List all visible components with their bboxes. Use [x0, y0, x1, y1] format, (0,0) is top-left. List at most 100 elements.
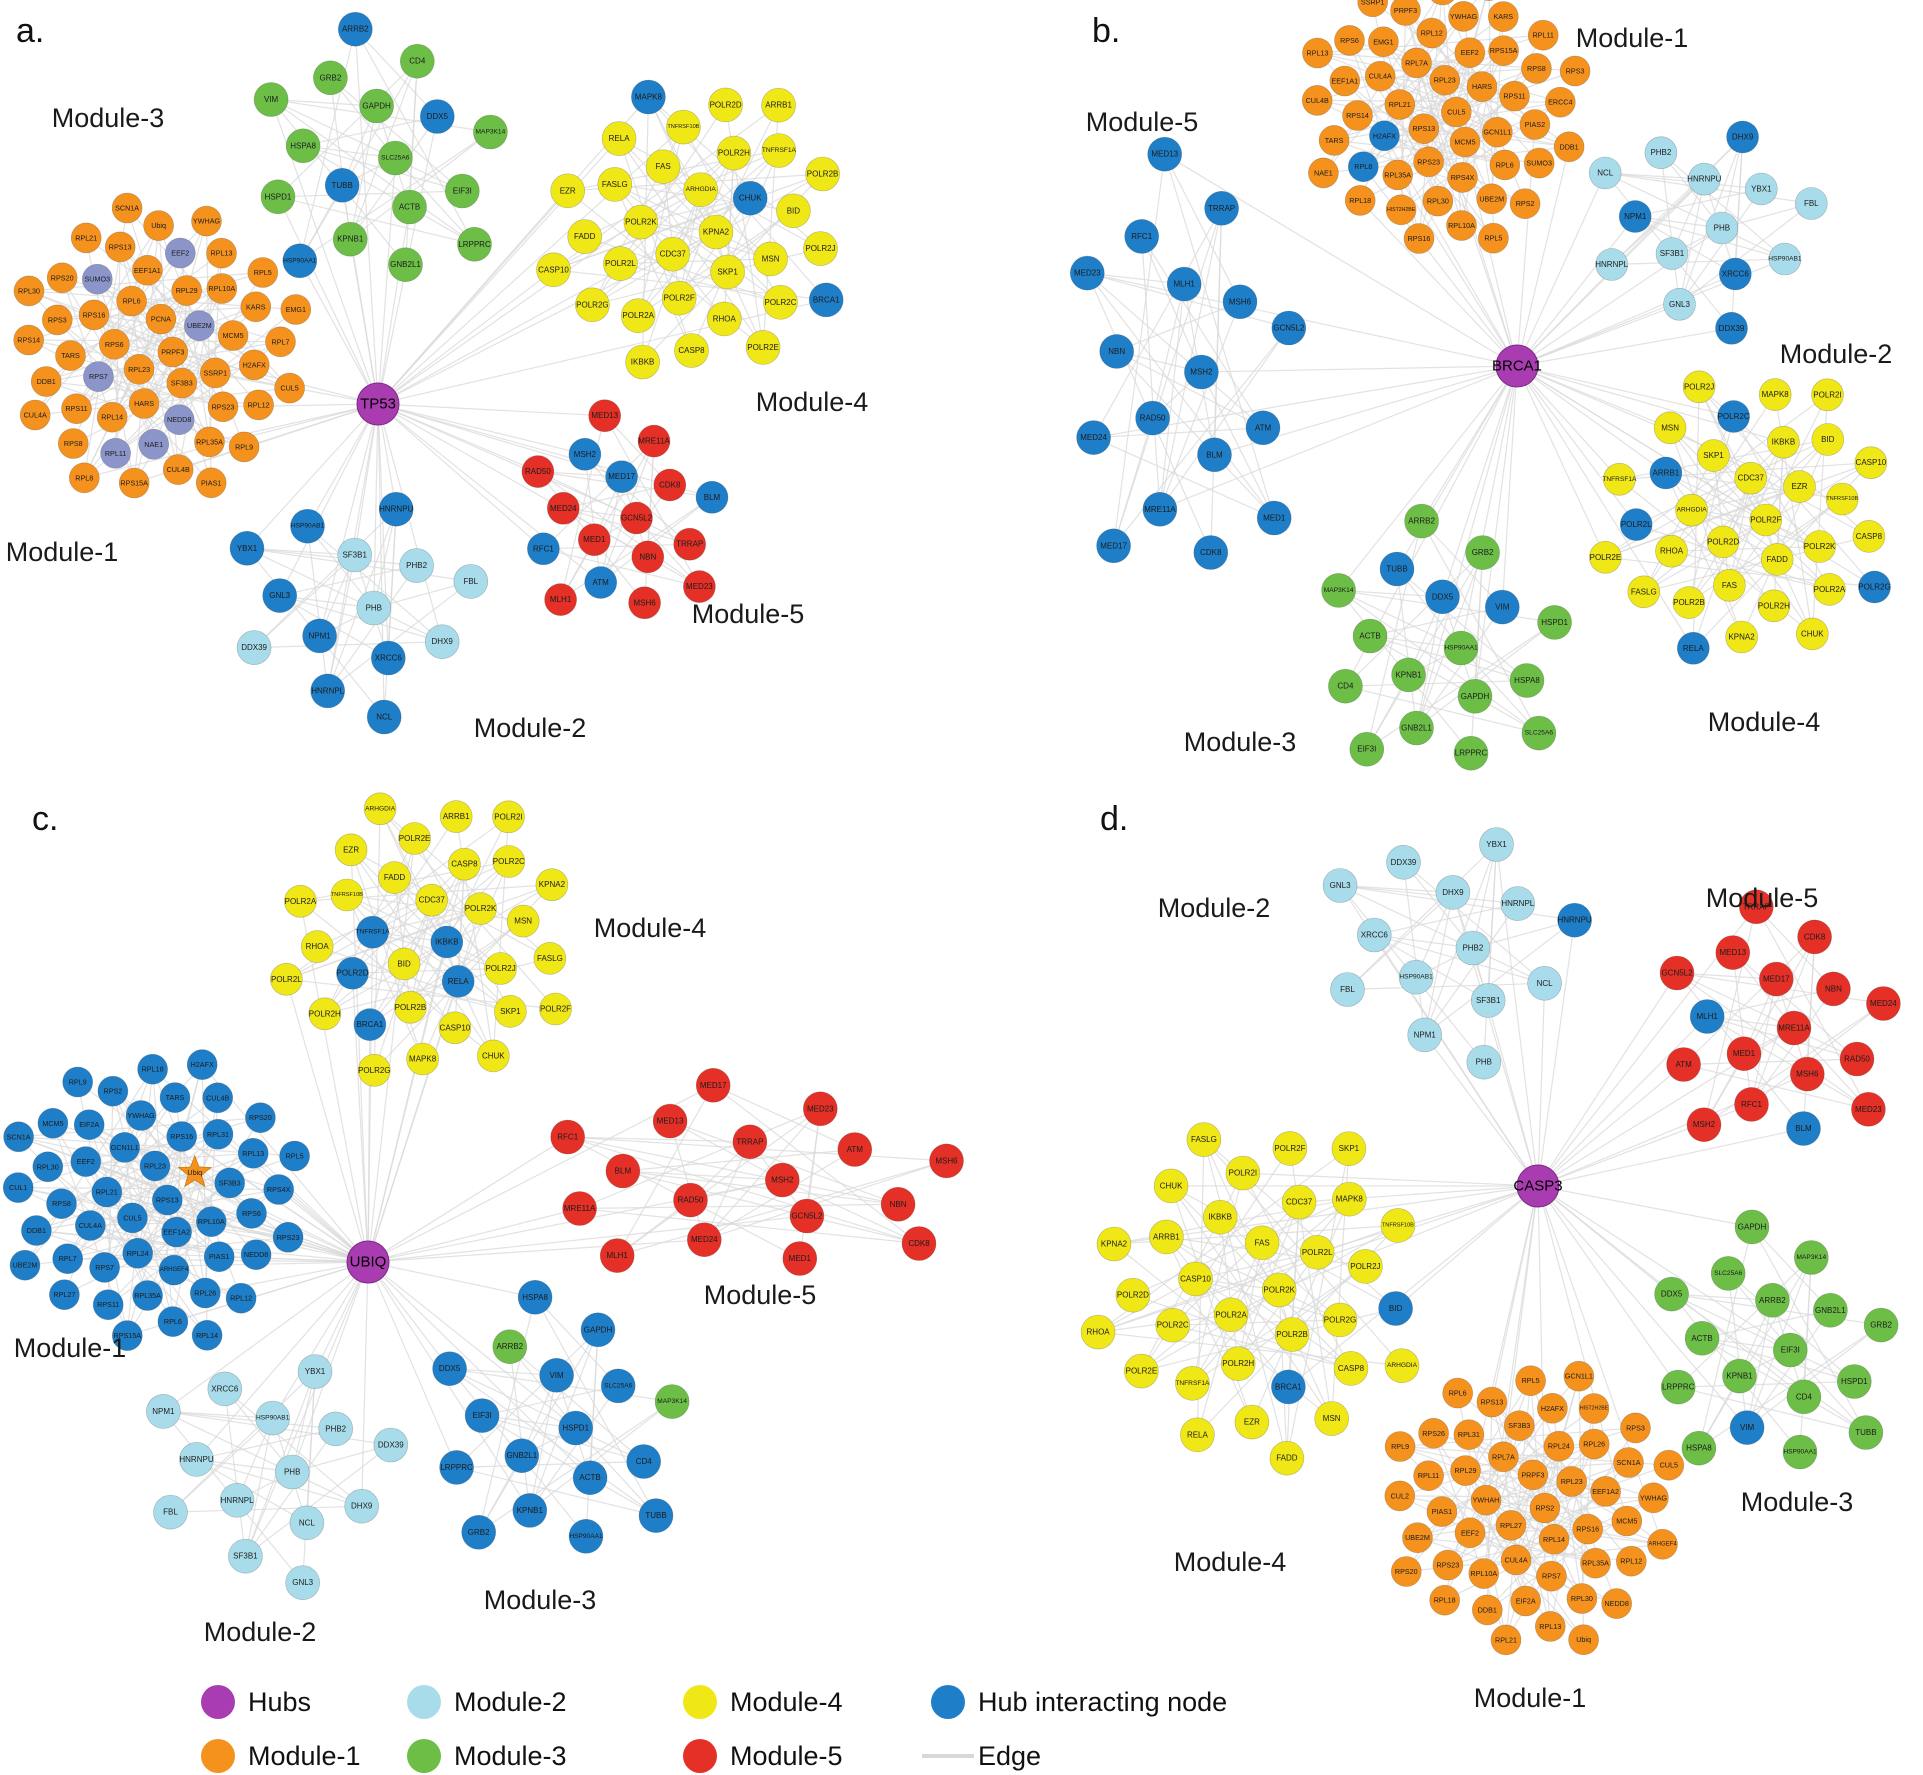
node-rpl23	[1556, 1466, 1587, 1497]
node-label: ATM	[593, 578, 610, 587]
node-label: FADD	[574, 232, 596, 241]
node-arrb2	[492, 1329, 528, 1364]
node-label: HSP90AA1	[1783, 1449, 1817, 1456]
node-label: CASP10	[1856, 458, 1887, 467]
node-label: POLR2C	[1157, 1321, 1189, 1330]
node-label: XRCC6	[211, 1384, 239, 1393]
node-label: CUL1	[9, 1183, 27, 1192]
node-label: EZR	[1792, 482, 1808, 491]
node-eef1a2	[1590, 1476, 1621, 1507]
node-label: RPL9	[1391, 1442, 1409, 1451]
legend-label: Hub interacting node	[978, 1687, 1227, 1717]
node-prpf3	[157, 336, 189, 368]
node-label: POLR2H	[309, 1009, 341, 1018]
node-rps20	[1391, 1556, 1422, 1587]
node-label: HSP90AB1	[1399, 974, 1433, 981]
node-trrap	[673, 527, 707, 561]
node-label: MAPK8	[635, 93, 663, 102]
node-mlh1	[599, 1238, 635, 1273]
node-phb	[1705, 211, 1739, 245]
node-rps26	[1418, 1418, 1449, 1449]
node-rpl21	[1384, 89, 1416, 120]
node-label: GNB2L1	[1401, 724, 1432, 733]
node-med24	[1076, 420, 1111, 455]
node-rela	[601, 121, 637, 156]
node-rpl18	[1429, 1584, 1460, 1616]
node-eif2a	[73, 1109, 105, 1140]
node-label: LRPPRC	[1455, 749, 1488, 758]
node-actb	[1352, 618, 1388, 654]
module-label: Module-3	[1741, 1487, 1854, 1517]
node-label: CDC37	[1738, 474, 1765, 483]
node-rps8	[58, 428, 89, 459]
node-label: EIF3I	[473, 1411, 492, 1420]
node-ube2m	[1476, 183, 1507, 215]
node-polr2h	[1757, 589, 1791, 623]
node-rps14	[1342, 100, 1373, 131]
node-dhx9	[1435, 875, 1471, 910]
node-label: HARS	[134, 399, 154, 408]
node-label: XRCC6	[1361, 931, 1389, 940]
node-polr2j	[1348, 1249, 1383, 1284]
node-label: RPL21	[75, 233, 97, 242]
node-label: POLR2J	[805, 244, 835, 253]
node-sf3b3	[166, 367, 198, 399]
node-label: FASLG	[537, 954, 563, 963]
node-label: HSPA8	[522, 1293, 548, 1302]
node-hnrnpl	[1500, 886, 1536, 921]
node-label: CDK8	[1200, 548, 1222, 557]
node-label: CASP8	[678, 346, 705, 355]
node-label: ACTB	[579, 1473, 600, 1482]
node-label: RPL14	[101, 413, 123, 422]
node-fas	[645, 149, 681, 184]
node-nae1	[1308, 157, 1339, 189]
node-xrcc6	[1719, 257, 1752, 291]
node-label: RPL23	[1561, 1477, 1583, 1486]
node-slc25a6	[1521, 715, 1557, 751]
node-casp10	[1854, 446, 1888, 480]
node-pias1	[195, 467, 227, 499]
node-label: SKP1	[717, 267, 738, 276]
node-label: ARHGDIA	[365, 805, 396, 812]
node-label: RPL7	[272, 337, 290, 346]
node-label: RPL6	[123, 297, 141, 306]
node-label: RAD50	[678, 1196, 704, 1205]
node-rps8	[1521, 53, 1552, 84]
hub-label: TP53	[360, 396, 396, 413]
node-label: RPL12	[1421, 29, 1443, 38]
node-label: PHB2	[325, 1424, 346, 1433]
node-eef2	[165, 237, 196, 269]
node-arrb1	[761, 87, 796, 123]
node-rpl35a	[194, 426, 225, 458]
node-label: ATM	[1675, 1060, 1692, 1069]
node-msh2	[568, 437, 602, 471]
node-rpl29	[1450, 1455, 1481, 1486]
node-polr2l	[603, 246, 638, 281]
node-label: POLR2D	[1707, 537, 1739, 546]
node-label: FADD	[1767, 555, 1789, 564]
node-label: MED13	[657, 1117, 684, 1126]
node-label: DHX9	[432, 637, 454, 646]
node-rpl7a	[1488, 1441, 1519, 1473]
node-label: YWHAH	[1473, 1496, 1500, 1505]
node-cdk8	[901, 1226, 937, 1261]
node-rpl31	[202, 1119, 234, 1150]
node-label: SF3B3	[1508, 1421, 1530, 1430]
node-polr2g	[575, 287, 610, 323]
node-mlh1	[1689, 999, 1725, 1034]
node-rpl11	[1527, 19, 1559, 51]
node-med1	[1256, 500, 1292, 536]
node-rpl23	[1429, 64, 1461, 96]
node-label: HSP90AB1	[1768, 256, 1802, 263]
node-gnl3	[1322, 868, 1358, 903]
node-label: EEF1A2	[163, 1228, 190, 1237]
node-rpl13	[1302, 37, 1333, 69]
node-blm	[605, 1153, 641, 1189]
module-label: Module-2	[474, 713, 587, 743]
node-scn1a	[3, 1121, 34, 1153]
node-nbn	[631, 540, 665, 574]
node-rpl6	[1442, 1377, 1473, 1409]
node-label: DDB1	[37, 377, 56, 386]
node-hspd1	[1837, 1364, 1872, 1399]
node-label: POLR2B	[807, 170, 839, 179]
